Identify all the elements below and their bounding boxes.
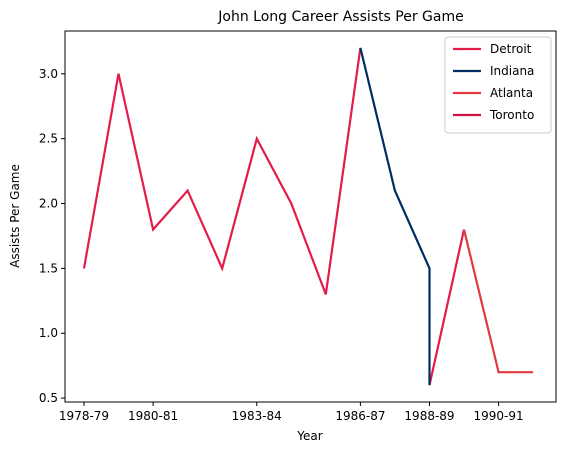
- legend-box: [444, 36, 552, 134]
- plot-frame: [64, 30, 557, 403]
- x-tick-label: 1988-89: [404, 409, 454, 423]
- y-tick-label: 1.5: [39, 261, 58, 275]
- series-line-atlanta: [462, 229, 534, 374]
- series-line-detroit: [82, 47, 362, 295]
- x-tick-label: 1983-84: [232, 409, 282, 423]
- legend-label: Indiana: [490, 64, 534, 78]
- chart-title: John Long Career Assists Per Game: [217, 9, 463, 25]
- x-axis-title: Year: [296, 429, 322, 443]
- x-tick-label: 1980-81: [128, 409, 178, 423]
- series-line-connector: [428, 229, 466, 386]
- series-line-indiana: [359, 47, 431, 386]
- legend-label: Atlanta: [490, 86, 533, 100]
- x-tick-label: 1990-91: [474, 409, 524, 423]
- x-tick-label: 1978-79: [59, 409, 109, 423]
- y-tick-label: 2.0: [39, 197, 58, 211]
- y-tick-label: 3.0: [39, 67, 58, 81]
- legend-label: Toronto: [489, 108, 534, 122]
- x-axis: 1978-79 1980-81 1983-84 1986-87 1988-89 1990-…: [59, 402, 524, 423]
- y-axis: 0.5 1.0 1.5 2.0 2.5 3.0: [39, 67, 65, 405]
- x-tick-label: 1986-87: [335, 409, 385, 423]
- y-tick-label: 2.5: [39, 132, 58, 146]
- plot-lines: [82, 47, 534, 386]
- legend-label: Detroit: [490, 42, 532, 56]
- legend: Detroit Indiana Atlanta Toronto: [444, 36, 552, 134]
- y-tick-label: 1.0: [39, 326, 58, 340]
- y-tick-label: 0.5: [39, 391, 58, 405]
- y-axis-title: Assists Per Game: [8, 164, 22, 268]
